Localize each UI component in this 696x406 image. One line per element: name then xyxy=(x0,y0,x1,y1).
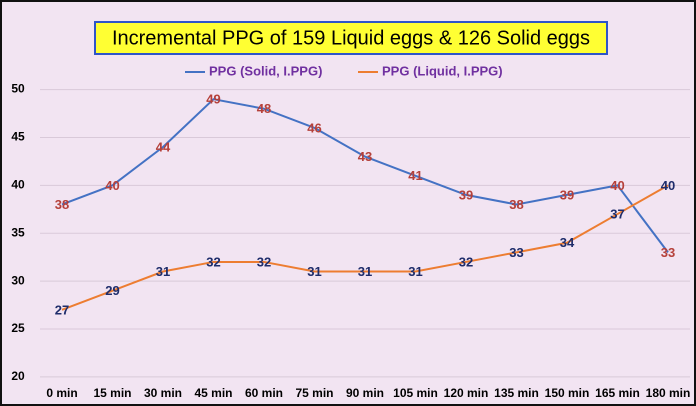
x-tick-label: 90 min xyxy=(346,386,384,400)
data-label: 29 xyxy=(105,283,119,298)
data-label: 40 xyxy=(610,178,624,193)
data-label: 46 xyxy=(307,120,321,135)
data-label: 49 xyxy=(206,92,220,107)
data-label: 31 xyxy=(408,264,422,279)
x-tick-label: 120 min xyxy=(444,386,489,400)
x-tick-label: 135 min xyxy=(494,386,539,400)
y-tick-label: 50 xyxy=(11,82,25,96)
data-label: 43 xyxy=(358,149,372,164)
x-tick-label: 0 min xyxy=(46,386,77,400)
y-tick-label: 40 xyxy=(11,178,25,192)
data-label: 44 xyxy=(156,139,171,154)
x-tick-label: 150 min xyxy=(545,386,590,400)
x-tick-label: 15 min xyxy=(93,386,131,400)
data-label: 48 xyxy=(257,101,271,116)
legend: PPG (Solid, I.PPG) PPG (Liquid, I.PPG) xyxy=(185,63,503,78)
y-tick-label: 30 xyxy=(11,273,25,287)
x-tick-label: 105 min xyxy=(393,386,438,400)
series-line xyxy=(61,184,669,311)
legend-label: PPG (Liquid, I.PPG) xyxy=(382,63,503,78)
data-label: 33 xyxy=(509,245,523,260)
x-tick-label: 45 min xyxy=(194,386,232,400)
y-tick-label: 35 xyxy=(11,225,25,239)
x-tick-label: 180 min xyxy=(646,386,691,400)
y-tick-label: 45 xyxy=(11,130,25,144)
data-label: 31 xyxy=(156,264,170,279)
data-label: 39 xyxy=(459,187,473,202)
data-label: 40 xyxy=(661,178,675,193)
data-label: 40 xyxy=(105,178,119,193)
legend-label: PPG (Solid, I.PPG) xyxy=(209,63,322,78)
data-label: 34 xyxy=(560,235,575,250)
x-tick-label: 165 min xyxy=(595,386,640,400)
data-label: 32 xyxy=(206,254,220,269)
chart-title: Incremental PPG of 159 Liquid eggs & 126… xyxy=(112,27,590,49)
y-tick-label: 20 xyxy=(11,369,25,383)
data-label: 38 xyxy=(55,197,69,212)
x-tick-label: 60 min xyxy=(245,386,283,400)
series-line xyxy=(61,98,669,253)
data-label: 41 xyxy=(408,168,422,183)
data-label: 32 xyxy=(459,254,473,269)
x-tick-label: 75 min xyxy=(295,386,333,400)
data-label: 33 xyxy=(661,245,675,260)
data-label: 38 xyxy=(509,197,523,212)
y-tick-label: 25 xyxy=(11,321,25,335)
data-label: 31 xyxy=(307,264,321,279)
x-tick-label: 30 min xyxy=(144,386,182,400)
data-label: 27 xyxy=(55,302,69,317)
data-label: 39 xyxy=(560,187,574,202)
data-label: 32 xyxy=(257,254,271,269)
data-label: 37 xyxy=(610,206,624,221)
data-label: 31 xyxy=(358,264,372,279)
title-box xyxy=(94,21,608,55)
